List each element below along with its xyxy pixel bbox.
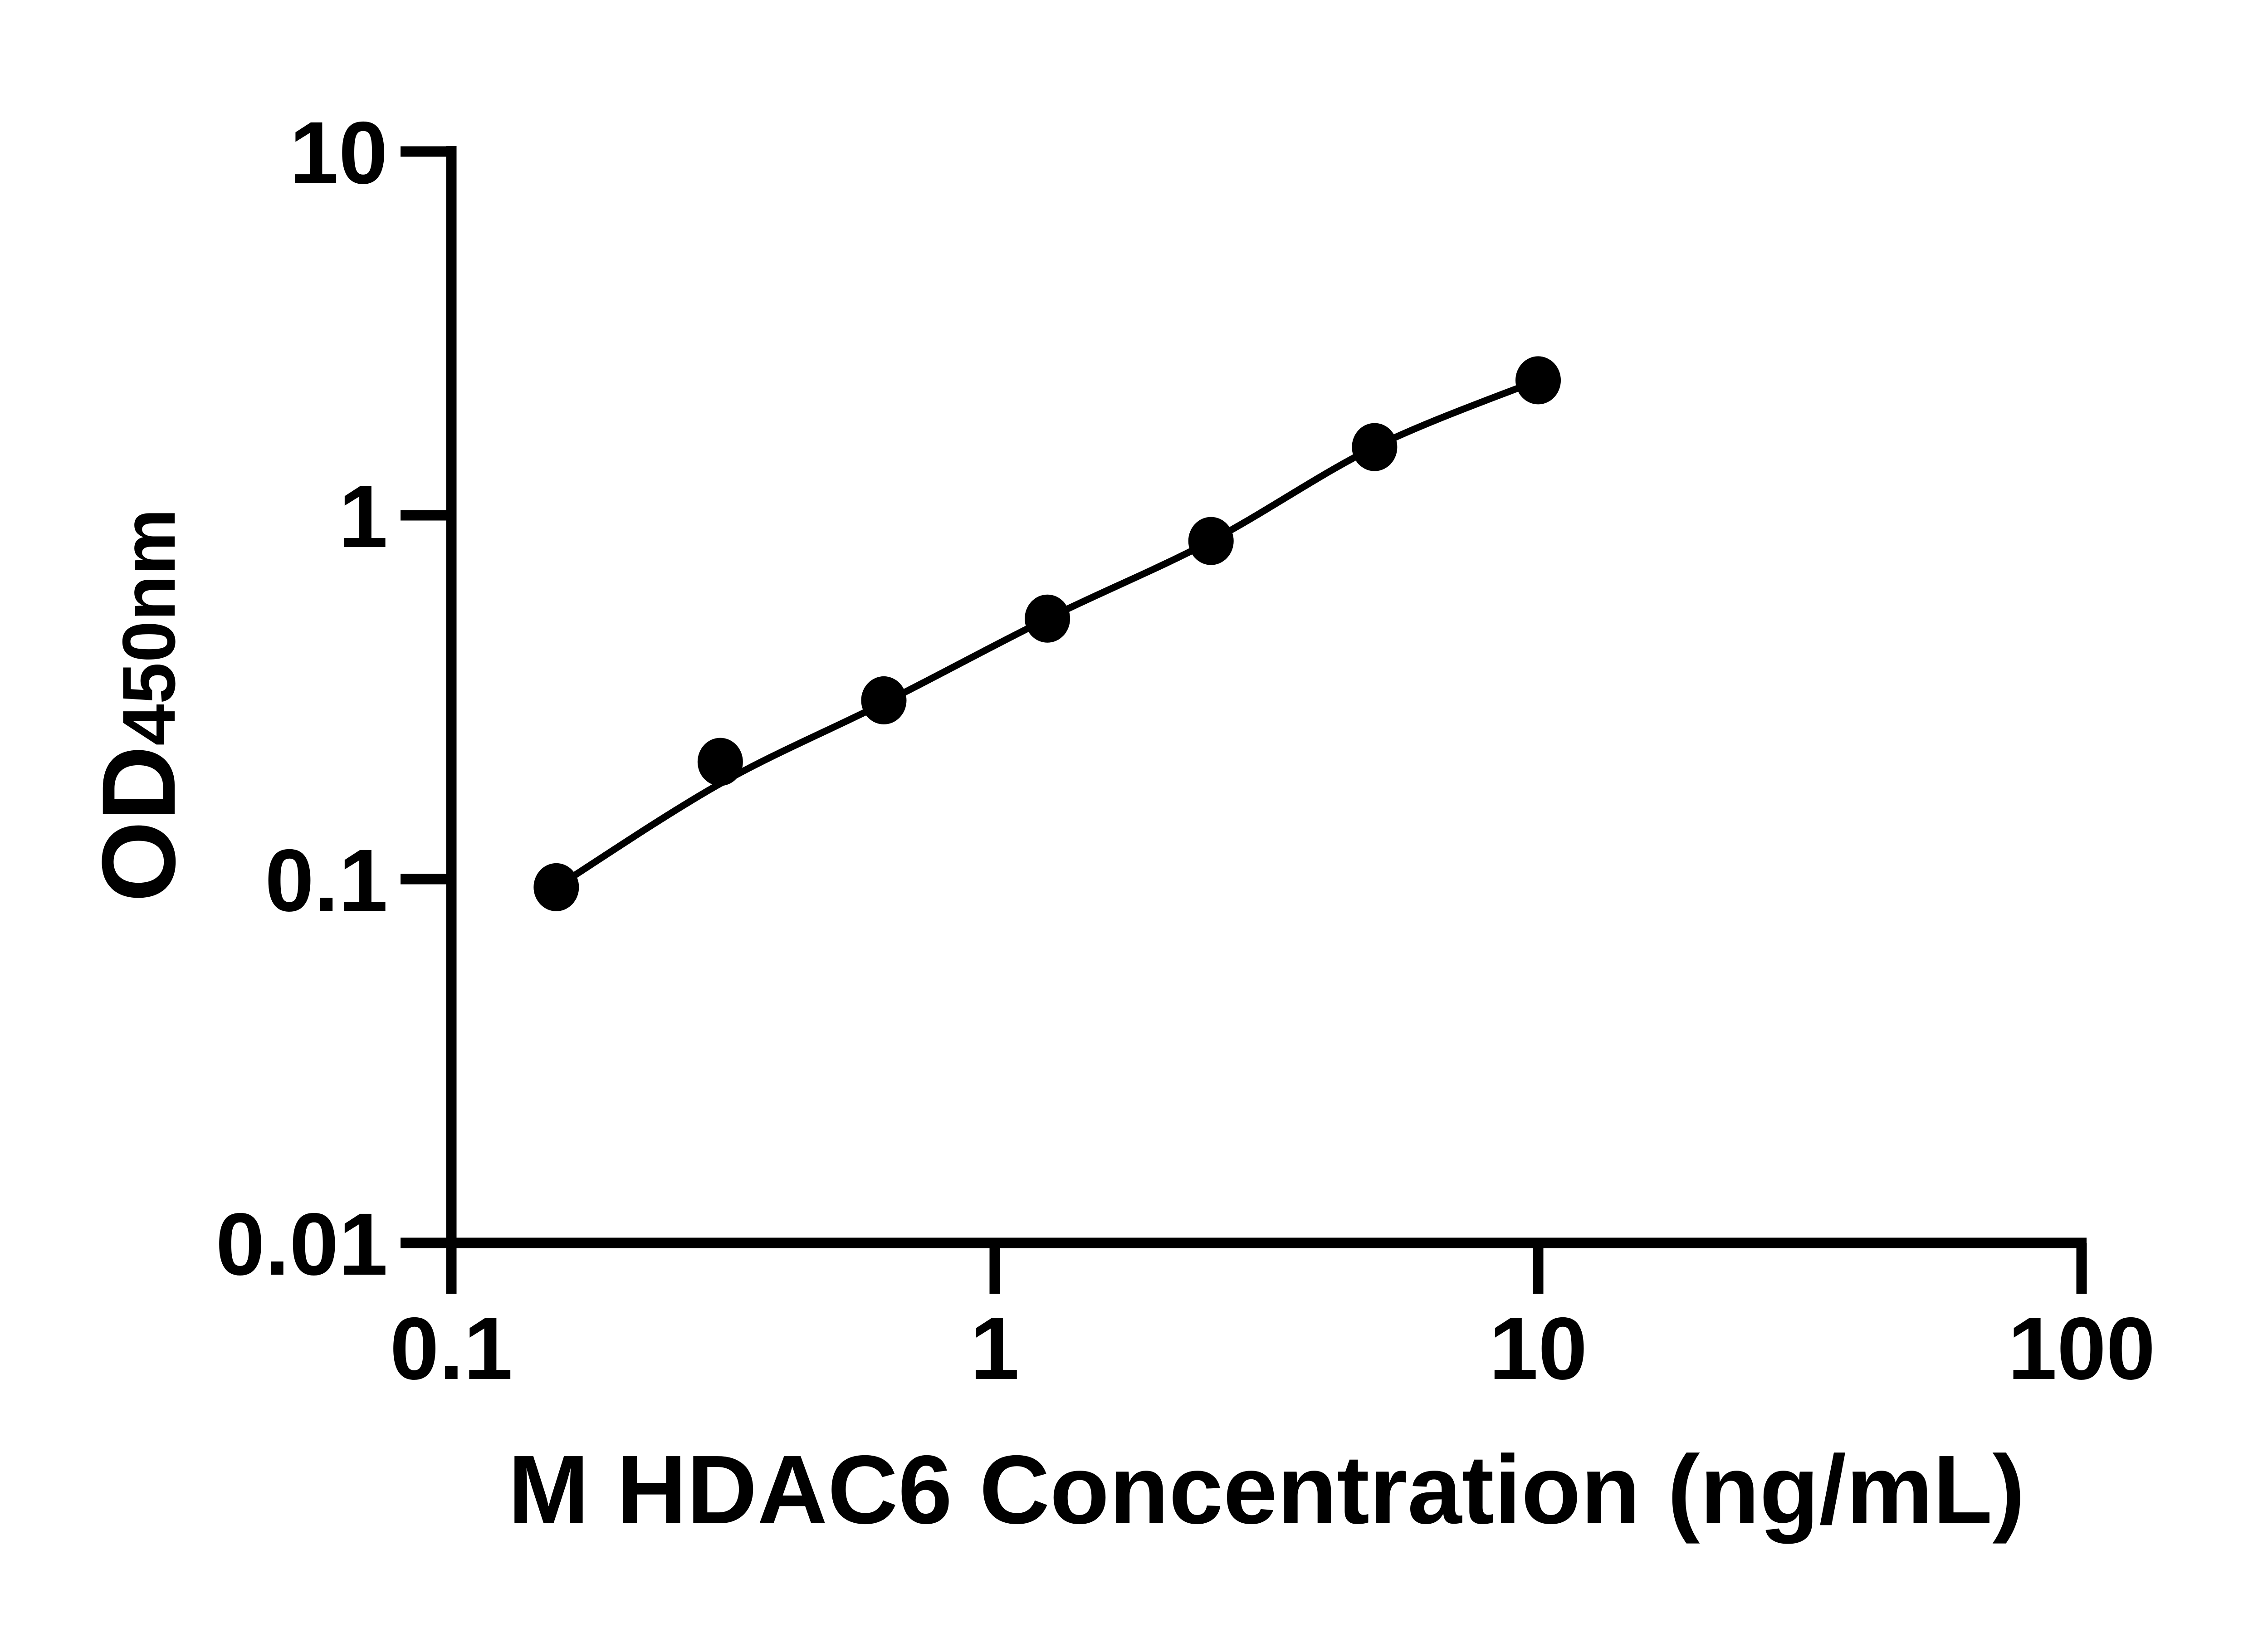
- y-tick-label: 1: [339, 467, 388, 566]
- x-tick-label: 1: [970, 1299, 1019, 1398]
- data-points: [533, 356, 1561, 911]
- data-point: [1025, 594, 1070, 643]
- data-point: [1515, 356, 1561, 405]
- y-tick-label: 0.1: [265, 831, 388, 930]
- data-point: [1352, 423, 1398, 471]
- y-tick-label: 0.01: [215, 1195, 388, 1294]
- y-axis-title-main: OD: [80, 746, 197, 902]
- data-point: [1188, 517, 1234, 565]
- y-axis-title-sub: 450nm: [107, 508, 191, 746]
- data-point: [697, 738, 743, 786]
- data-point: [533, 863, 579, 911]
- x-axis-title: M HDAC6 Concentration (ng/mL): [508, 1435, 2025, 1544]
- x-tick-label: 10: [1489, 1299, 1588, 1398]
- data-point: [861, 676, 907, 724]
- x-tick-label: 100: [2008, 1299, 2155, 1398]
- x-tick-label: 0.1: [390, 1299, 513, 1398]
- y-tick-label: 10: [289, 103, 388, 202]
- y-axis-title: OD450nm: [80, 508, 197, 902]
